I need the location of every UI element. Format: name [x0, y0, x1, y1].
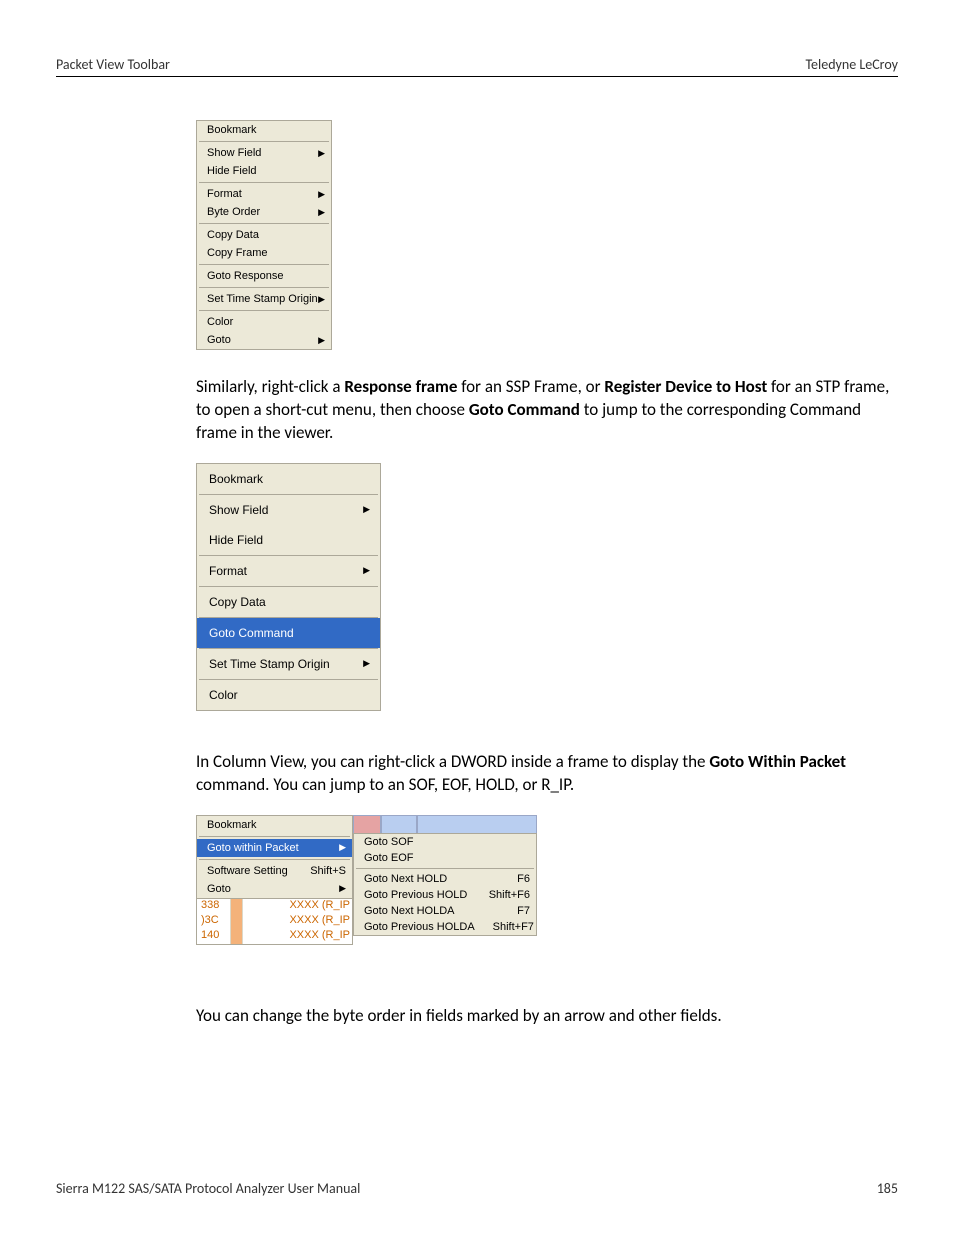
body-paragraph-1: Similarly, right-click a Response frame … [196, 376, 898, 445]
goto-within-packet-submenu: Goto SOF Goto EOF Goto Next HOLDF6 Goto … [353, 833, 537, 936]
menu1-copy-frame[interactable]: Copy Frame [197, 244, 331, 262]
footer-left: Sierra M122 SAS/SATA Protocol Analyzer U… [56, 1180, 360, 1197]
tab-2[interactable] [381, 815, 417, 833]
menu1-set-time-stamp-origin[interactable]: Set Time Stamp Origin▶ [197, 290, 331, 308]
menu-separator [199, 182, 329, 183]
submenu-arrow-icon: ▶ [315, 207, 325, 218]
packet-data-rows: 338XXXX (R_IP )3CXXXX (R_IP 140XXXX (R_I… [196, 899, 353, 945]
menu2-format[interactable]: Format▶ [197, 556, 380, 586]
submenu-goto-previous-hold[interactable]: Goto Previous HOLDShift+F6 [354, 887, 536, 903]
goto-within-packet-screenshot: Bookmark Goto within Packet▶ Software Se… [196, 815, 898, 945]
tab-3[interactable] [417, 815, 537, 833]
submenu-arrow-icon: ▶ [360, 565, 370, 576]
menu1-goto-response[interactable]: Goto Response [197, 267, 331, 285]
menu-separator [199, 264, 329, 265]
submenu-arrow-icon: ▶ [315, 189, 325, 200]
body-paragraph-3: You can change the byte order in fields … [196, 1005, 898, 1028]
menu1-byte-order[interactable]: Byte Order▶ [197, 203, 331, 221]
footer-page-number: 185 [877, 1180, 898, 1197]
menu1-copy-data[interactable]: Copy Data [197, 226, 331, 244]
submenu-goto-next-holda[interactable]: Goto Next HOLDAF7 [354, 903, 536, 919]
submenu-goto-previous-holda[interactable]: Goto Previous HOLDAShift+F7 [354, 919, 536, 935]
menu2-show-field[interactable]: Show Field▶ [197, 495, 380, 525]
context-menu-3: Bookmark Goto within Packet▶ Software Se… [196, 815, 353, 899]
context-menu-2-screenshot: Bookmark Show Field▶ Hide Field Format▶ … [196, 463, 898, 711]
menu3-goto-within-packet[interactable]: Goto within Packet▶ [197, 839, 352, 857]
context-menu-2: Bookmark Show Field▶ Hide Field Format▶ … [196, 463, 381, 711]
context-menu-1: Bookmark Show Field▶ Hide Field Format▶ … [196, 120, 332, 350]
tab-strip [353, 815, 537, 833]
menu1-hide-field[interactable]: Hide Field [197, 162, 331, 180]
menu1-color[interactable]: Color [197, 313, 331, 331]
menu3-bookmark[interactable]: Bookmark [197, 816, 352, 834]
submenu-arrow-icon: ▶ [336, 883, 346, 894]
menu2-hide-field[interactable]: Hide Field [197, 525, 380, 555]
submenu-goto-eof[interactable]: Goto EOF [354, 850, 536, 866]
menu2-copy-data[interactable]: Copy Data [197, 587, 380, 617]
menu1-format[interactable]: Format▶ [197, 185, 331, 203]
submenu-arrow-icon: ▶ [315, 148, 325, 159]
submenu-arrow-icon: ▶ [315, 335, 325, 346]
menu-separator [199, 141, 329, 142]
submenu-goto-next-hold[interactable]: Goto Next HOLDF6 [354, 871, 536, 887]
menu1-goto[interactable]: Goto▶ [197, 331, 331, 349]
submenu-arrow-icon: ▶ [336, 842, 346, 853]
menu-separator [199, 836, 350, 837]
table-row: )3CXXXX (R_IP [197, 914, 352, 929]
header-left: Packet View Toolbar [56, 56, 170, 73]
menu-separator [199, 223, 329, 224]
submenu-goto-sof[interactable]: Goto SOF [354, 834, 536, 850]
menu2-bookmark[interactable]: Bookmark [197, 464, 380, 494]
menu3-software-setting[interactable]: Software SettingShift+S [197, 862, 352, 880]
header-right: Teledyne LeCroy [805, 56, 898, 73]
menu-separator [199, 859, 350, 860]
submenu-arrow-icon: ▶ [360, 658, 370, 669]
context-menu-1-screenshot: Bookmark Show Field▶ Hide Field Format▶ … [196, 120, 898, 350]
tab-1[interactable] [353, 815, 381, 833]
menu-separator [356, 868, 534, 869]
menu2-color[interactable]: Color [197, 680, 380, 710]
menu2-goto-command[interactable]: Goto Command [197, 618, 380, 648]
menu3-goto[interactable]: Goto▶ [197, 880, 352, 898]
submenu-arrow-icon: ▶ [360, 504, 370, 515]
menu-separator [199, 310, 329, 311]
body-paragraph-2: In Column View, you can right-click a DW… [196, 751, 898, 797]
menu1-show-field[interactable]: Show Field▶ [197, 144, 331, 162]
menu-separator [199, 287, 329, 288]
table-row: 338XXXX (R_IP [197, 899, 352, 914]
menu2-set-time-stamp-origin[interactable]: Set Time Stamp Origin▶ [197, 649, 380, 679]
table-row: 140XXXX (R_IP [197, 929, 352, 944]
header-rule [56, 76, 898, 77]
submenu-arrow-icon: ▶ [318, 294, 325, 305]
menu1-bookmark[interactable]: Bookmark [197, 121, 331, 139]
